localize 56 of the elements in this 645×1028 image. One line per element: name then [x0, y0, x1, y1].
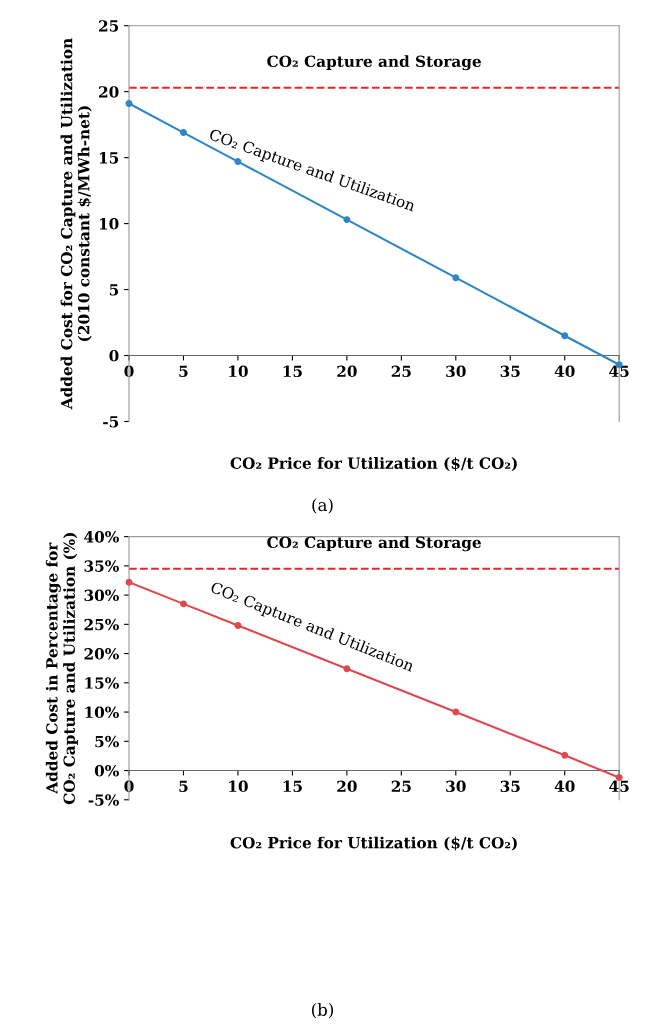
y-axis-title: Added Cost in Percentage for CO₂ Capture and Utilization (%) — [45, 533, 78, 805]
y-tick-label: 0 — [109, 349, 119, 362]
x-tick-label: 15 — [283, 365, 302, 378]
y-tick-label: 30% — [84, 589, 119, 602]
x-tick-label: 5 — [179, 780, 188, 793]
point — [179, 600, 187, 608]
text: (b) — [311, 1003, 334, 1019]
x-tick-label: 35 — [500, 780, 520, 793]
point — [125, 100, 133, 108]
point — [452, 274, 460, 282]
y-tick-label: -5 — [103, 416, 119, 428]
x-tick-label: 30 — [446, 780, 466, 793]
y-tick-label: 25% — [84, 618, 119, 631]
x-tick-label: 0 — [124, 365, 134, 378]
x-tick-label: 45 — [609, 365, 629, 378]
y-tick-label: 35% — [84, 560, 119, 572]
y-tick-label: 25 — [99, 20, 119, 32]
x-tick-label: 25 — [391, 780, 411, 793]
y-tick-label: 10 — [99, 218, 119, 230]
y-tick-label: 5 — [109, 284, 119, 296]
ref-line-label: CO₂ Capture and Storage — [267, 55, 481, 71]
x-tick-label: 45 — [609, 780, 629, 793]
x-tick-label: 30 — [446, 365, 466, 378]
y-tick-label: -5% — [88, 794, 119, 806]
y-tick-label: 5% — [95, 735, 119, 748]
ref-line-label: CO₂ Capture and Storage — [267, 536, 481, 552]
point — [343, 216, 351, 224]
x-tick-label: 25 — [391, 365, 411, 378]
x-axis-title: CO₂ Price for Utilization ($/t CO₂) — [230, 836, 517, 851]
point — [234, 158, 242, 166]
x-tick-label: 40 — [554, 780, 575, 793]
point — [234, 622, 242, 629]
point — [561, 751, 569, 759]
y-axis-title: Added Cost for CO₂ Capture and Utilization (2010 constant $/MWh-net) — [60, 38, 92, 410]
x-tick-label: 10 — [229, 365, 248, 378]
x-tick-label: 20 — [337, 365, 357, 378]
point — [179, 129, 187, 137]
text: (a) — [312, 498, 333, 514]
y-tick-label: 10% — [85, 706, 119, 719]
point — [561, 332, 569, 340]
y-tick-label: 20 — [99, 86, 119, 98]
x-tick-label: 40 — [554, 365, 575, 378]
x-tick-label: 5 — [179, 365, 188, 378]
point — [125, 578, 133, 586]
x-axis-title: CO₂ Price for Utilization ($/t CO₂) — [230, 457, 517, 472]
x-tick-label: 20 — [337, 780, 357, 793]
x-tick-label: 0 — [124, 780, 134, 793]
y-tick-label: 0% — [94, 765, 119, 777]
x-tick-label: 15 — [283, 780, 302, 793]
x-tick-label: 35 — [500, 365, 520, 378]
point — [452, 708, 460, 716]
x-tick-label: 10 — [229, 780, 248, 793]
y-tick-label: 20% — [84, 648, 119, 660]
y-tick-label: 15% — [85, 677, 119, 689]
y-tick-label: 40% — [84, 531, 119, 543]
y-tick-label: 15 — [99, 152, 119, 164]
